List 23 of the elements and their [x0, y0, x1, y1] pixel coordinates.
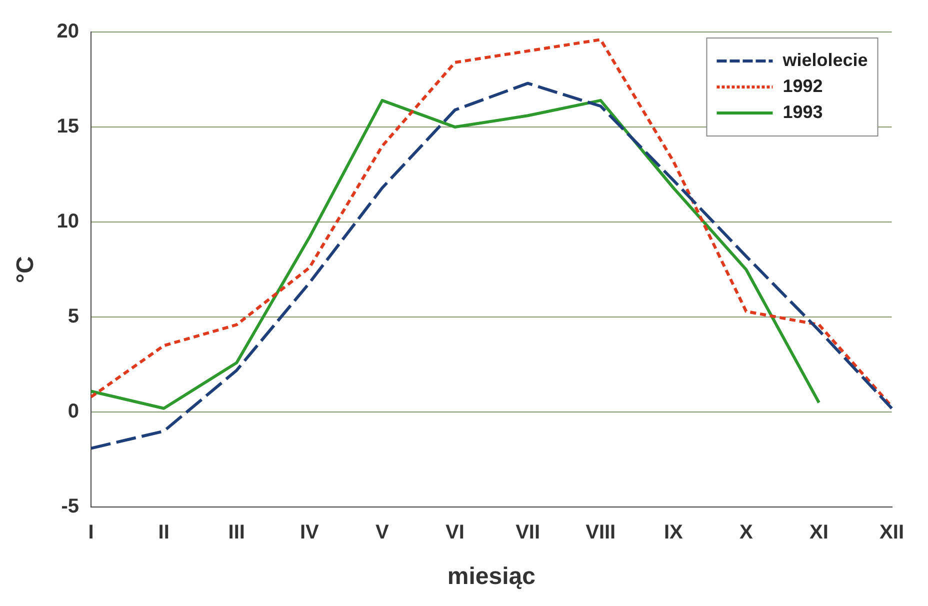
x-tick-label: XI	[810, 522, 828, 544]
x-tick-label: VI	[446, 522, 464, 544]
x-tick-label: X	[740, 522, 754, 544]
x-tick-label: IX	[664, 522, 684, 544]
y-tick-label: 5	[68, 306, 80, 328]
x-tick-label: VII	[516, 522, 540, 544]
y-axis-title: °C	[12, 256, 40, 284]
y-tick-label: 10	[56, 210, 80, 233]
legend-label: 1992	[782, 76, 823, 96]
y-tick-label: 15	[56, 116, 80, 138]
y-tick-label: 20	[56, 20, 80, 43]
x-tick-label: IV	[300, 522, 320, 544]
x-tick-label: XII	[880, 522, 904, 544]
legend-label: wielolecie	[782, 50, 868, 70]
x-axis-title: miesiąc	[447, 563, 536, 590]
x-tick-label: III	[228, 522, 245, 544]
y-tick-label: 0	[68, 400, 80, 423]
x-tick-label: VIII	[586, 522, 616, 544]
x-tick-label: V	[376, 522, 390, 544]
x-tick-label: II	[158, 522, 170, 544]
legend-label: 1993	[782, 102, 823, 122]
y-tick-label: -5	[61, 496, 80, 518]
x-tick-label: I	[88, 522, 94, 544]
